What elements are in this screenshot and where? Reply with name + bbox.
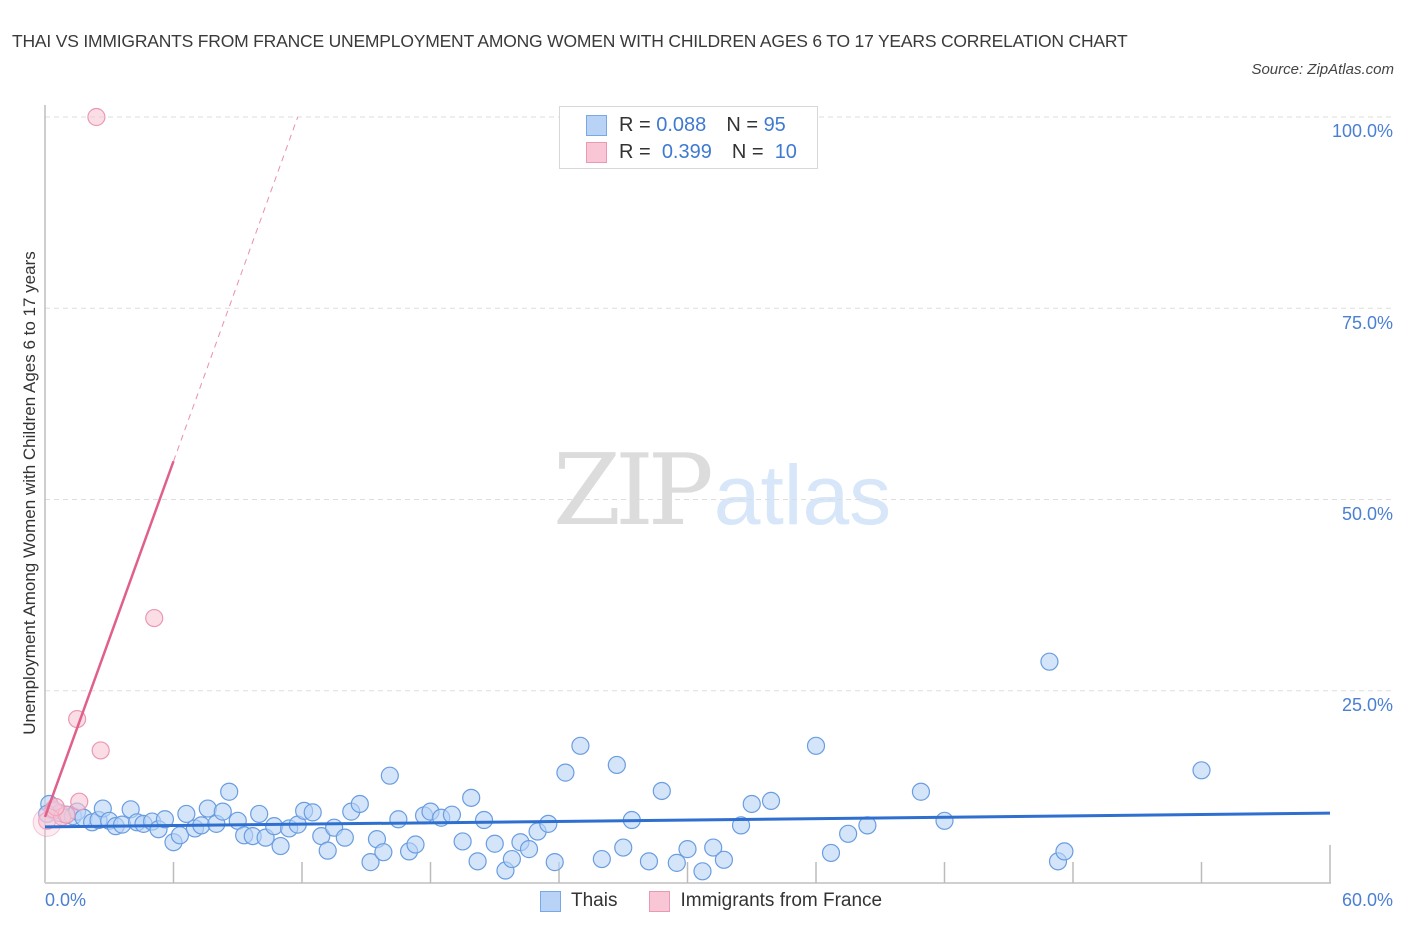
- y-tick-25: 25.0%: [1341, 695, 1393, 715]
- y-axis-label: Unemployment Among Women with Children A…: [20, 251, 39, 735]
- correlation-legend: R = 0.088 N = 95 R = 0.399 N = 10: [559, 106, 818, 169]
- series-legend: Thais Immigrants from France: [540, 890, 882, 912]
- axes: [44, 105, 1331, 884]
- thais-swatch-icon: [586, 114, 607, 136]
- thais-legend-icon: [540, 890, 561, 912]
- legend-row-thais: R = 0.088 N = 95: [586, 113, 786, 137]
- x-axis-ticks: [172, 845, 1331, 883]
- r-label: R =: [619, 113, 651, 136]
- r-value: 0.088: [656, 113, 707, 136]
- source-label: Source: ZipAtlas.com: [1251, 61, 1394, 78]
- legend-row-france: R = 0.399 N = 10: [586, 140, 797, 164]
- legend-thais[interactable]: Thais: [571, 890, 618, 911]
- x-tick-min: 0.0%: [45, 890, 87, 910]
- x-tick-max: 60.0%: [1341, 890, 1393, 910]
- n-label: N =: [726, 113, 758, 136]
- y-tick-50: 50.0%: [1341, 504, 1393, 524]
- n-label: N =: [731, 140, 764, 163]
- thais-points: [38, 652, 1211, 881]
- y-tick-100: 100.0%: [1331, 121, 1393, 141]
- france-legend-icon: [649, 890, 671, 912]
- legend-france[interactable]: Immigrants from France: [680, 890, 883, 911]
- france-swatch-icon: [586, 141, 607, 163]
- r-value: 0.399: [661, 140, 712, 163]
- watermark-zip: ZIP: [553, 434, 714, 548]
- y-tick-75: 75.0%: [1341, 313, 1393, 333]
- watermark: ZIPatlas: [553, 440, 891, 545]
- n-value: 95: [763, 113, 786, 136]
- trendlines: [43, 116, 1331, 829]
- chart-title: THAI VS IMMIGRANTS FROM FRANCE UNEMPLOYM…: [12, 31, 1128, 51]
- gridlines: [45, 116, 1392, 692]
- watermark-atlas: atlas: [713, 448, 892, 542]
- r-label: R =: [619, 140, 651, 163]
- n-value: 10: [774, 140, 797, 163]
- france-points: [32, 107, 164, 837]
